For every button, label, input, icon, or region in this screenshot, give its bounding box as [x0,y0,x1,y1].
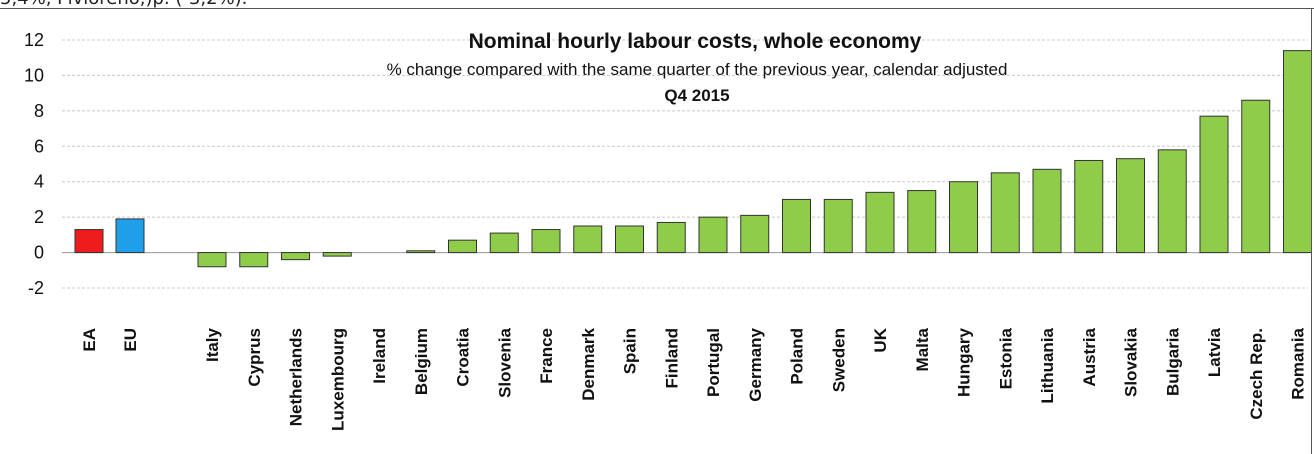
chart-subtitle: % change compared with the same quarter … [387,60,1008,79]
bar-denmark [573,225,603,254]
bar-lithuania [1032,168,1062,254]
bar-belgium [406,250,436,254]
x-tick-label: Sweden [829,328,848,392]
y-tick-label: 10 [24,65,44,85]
y-tick-label: 8 [34,101,44,121]
x-tick-label: Lithuania [1038,327,1057,403]
y-tick-label: 4 [34,172,44,192]
x-tick-label: EU [121,328,140,352]
x-tick-label: Czech Rep. [1247,328,1266,420]
x-tick-label: Estonia [996,327,1015,389]
bar-italy [197,252,227,268]
x-tick-label: EA [80,328,99,352]
bar-netherlands [281,252,310,261]
x-tick-label: Slovenia [495,327,514,397]
x-tick-label: Slovakia [1122,327,1141,397]
bar-finland [656,221,686,254]
x-tick-label: Cyprus [245,328,264,387]
x-axis-labels: EA EU Italy Cyprus Netherlands Luxembourg Irel… [80,327,1308,431]
bar-slovakia [1116,158,1145,254]
bar-poland [782,198,811,254]
top-border-line [0,8,1314,9]
chart-title: Nominal hourly labour costs, whole econo… [469,30,922,53]
x-tick-label: Latvia [1205,327,1224,377]
x-tick-label: Romania [1289,327,1308,399]
right-border-line [1311,8,1312,454]
bar-romania [1283,50,1312,254]
gridlines [62,39,1308,289]
bar-czech-rep [1241,99,1271,254]
bar-estonia [990,172,1020,254]
y-tick-label: 0 [34,243,44,263]
x-tick-label: France [537,328,556,384]
bar-portugal [698,216,728,254]
bar-luxembourg [322,252,352,257]
x-tick-label: Germany [746,327,765,401]
x-tick-label: Austria [1080,327,1099,386]
bar-hungary [949,181,978,254]
bar-sweden [823,198,853,254]
bar-ea [74,229,104,254]
x-tick-label: Ireland [370,328,389,384]
x-tick-label: Spain [621,328,640,374]
x-tick-label: Italy [203,327,222,362]
x-tick-label: Finland [662,328,681,388]
bar-france [531,229,561,254]
x-tick-label: UK [871,327,890,352]
bar-malta [907,190,937,254]
bar-slovenia [489,232,519,254]
bars [74,50,1312,268]
bar-cyprus [239,252,269,268]
x-tick-label: Croatia [454,327,473,386]
x-tick-label: Poland [788,328,807,385]
x-tick-label: Malta [913,327,932,371]
bar-spain [615,225,644,254]
y-tick-label: 12 [24,30,44,50]
bar-eu [115,218,145,254]
x-tick-label: Bulgaria [1163,327,1182,396]
bar-germany [740,214,770,254]
x-tick-label: Netherlands [287,328,306,426]
y-tick-label: 6 [34,136,44,156]
bar-uk [865,191,895,254]
y-tick-label: 2 [34,207,44,227]
x-tick-label: Hungary [955,327,974,397]
bar-austria [1074,159,1104,254]
clipped-text-line: 5,4%, Pivloreno,)p. (-3,2%). [0,0,247,9]
y-axis-ticks: -2 0 2 4 6 8 10 12 [24,30,44,298]
x-tick-label: Denmark [579,327,598,400]
bar-croatia [448,239,477,254]
bar-bulgaria [1157,149,1187,254]
y-tick-label: -2 [28,278,44,298]
x-tick-label: Belgium [412,328,431,395]
x-tick-label: Luxembourg [328,328,347,431]
x-tick-label: Portugal [704,328,723,397]
chart-period: Q4 2015 [664,86,729,105]
bar-latvia [1199,115,1229,254]
